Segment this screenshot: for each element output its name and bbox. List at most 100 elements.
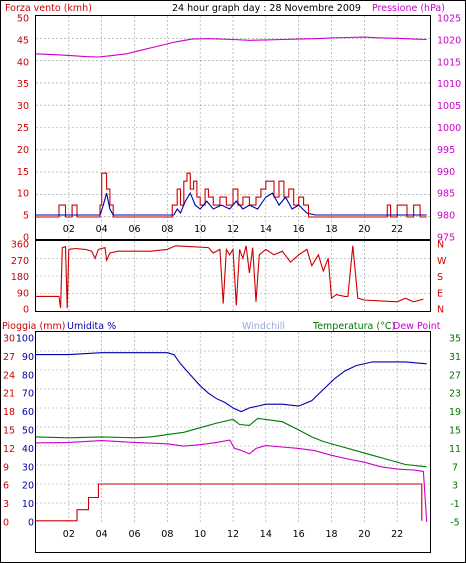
pressure-tick-label: 990 — [437, 167, 455, 178]
series-line — [36, 172, 427, 218]
pressure-tick-label: 1025 — [437, 14, 461, 25]
series-line — [36, 352, 427, 413]
pressure-tick-label: 995 — [437, 145, 455, 156]
time-tick-label: 02 — [63, 224, 75, 235]
temperature-tick-label: 15 — [449, 426, 461, 437]
chart-title: 24 hour graph day : 28 Novembre 2009 — [172, 3, 361, 14]
rain-tick-label: 3 — [3, 499, 9, 510]
rain-tick-label: 6 — [3, 481, 9, 492]
humidity-tick-label: 50 — [22, 426, 34, 437]
wind-direction-degree-label: 270 — [11, 256, 29, 267]
time-tick-label: 10 — [194, 529, 206, 540]
series-line — [35, 417, 427, 468]
wind-speed-tick-label: 20 — [17, 145, 29, 156]
wind-pressure-series — [35, 36, 427, 218]
wind-speed-ticks: 0 5 10 15 20 25 30 35 40 45 50 — [17, 14, 29, 244]
rain-ticks: 0 3 6 9 12 15 18 21 24 27 30 — [3, 334, 15, 529]
wind-speed-tick-label: 35 — [17, 79, 29, 90]
humidity-tick-label: 100 — [16, 334, 34, 345]
wind-speed-tick-label: 10 — [17, 189, 29, 200]
humidity-ticks: 0 10 20 30 40 50 60 70 80 90 100 — [16, 334, 34, 529]
wind-direction-degree-ticks: 0 90 180 270 360 — [11, 240, 29, 316]
wind-speed-tick-label: 30 — [17, 101, 29, 112]
time-tick-label: 20 — [358, 224, 370, 235]
compass-direction-label: N — [437, 305, 444, 316]
wind-speed-tick-label: 25 — [17, 123, 29, 134]
wind-speed-axis-label: Forza vento (kmh) — [5, 3, 92, 14]
rain-tick-label: 30 — [3, 334, 15, 345]
wind-direction-degree-label: 180 — [11, 272, 29, 283]
rain-tick-label: 0 — [3, 518, 9, 529]
temperature-tick-label: 7 — [452, 462, 458, 473]
time-tick-label: 14 — [260, 529, 272, 540]
temperature-tick-label: 19 — [449, 407, 461, 418]
compass-direction-label: N — [437, 240, 444, 251]
time-tick-label: 22 — [391, 224, 403, 235]
time-tick-label: 14 — [260, 224, 272, 235]
compass-direction-label: S — [437, 272, 443, 283]
temperature-tick-label: 27 — [449, 370, 461, 381]
pressure-axis-label: Pressione (hPa) — [372, 3, 445, 14]
time-tick-label: 16 — [293, 224, 305, 235]
humidity-axis-label: Umidita % — [67, 321, 116, 332]
wind-speed-tick-label: 45 — [17, 35, 29, 46]
time-tick-label: 08 — [161, 529, 173, 540]
temperature-axis-label: Temperatura (°C) — [312, 321, 395, 332]
temperature-tick-label: -1 — [450, 499, 459, 510]
wind-pressure-panel-frame — [35, 15, 431, 240]
humidity-tick-label: 40 — [22, 444, 34, 455]
time-tick-label: 12 — [227, 224, 239, 235]
time-tick-label: 02 — [63, 529, 75, 540]
series-line — [35, 36, 427, 58]
time-tick-label: 08 — [161, 224, 173, 235]
rain-humidity-temp-panel-frame — [35, 331, 431, 553]
rain-tick-label: 18 — [3, 407, 15, 418]
humidity-tick-label: 90 — [22, 352, 34, 363]
pressure-tick-label: 1000 — [437, 123, 461, 134]
time-tick-label: 20 — [358, 529, 370, 540]
rain-axis-label: Pioggia (mm) — [2, 321, 65, 332]
series-line — [36, 483, 423, 522]
wind-speed-tick-label: 5 — [23, 211, 29, 222]
pressure-tick-label: 980 — [437, 211, 455, 222]
time-tick-label: 10 — [194, 224, 206, 235]
compass-direction-label: E — [437, 288, 443, 299]
pressure-tick-label: 1005 — [437, 101, 461, 112]
series-line — [35, 439, 428, 523]
humidity-tick-label: 30 — [22, 462, 34, 473]
wind-direction-panel-frame — [35, 240, 431, 312]
time-tick-label: 18 — [325, 529, 337, 540]
time-tick-label: 06 — [128, 224, 140, 235]
wind-direction-degree-label: 360 — [11, 240, 29, 251]
temperature-tick-label: 3 — [452, 481, 458, 492]
pressure-tick-label: 985 — [437, 189, 455, 200]
temperature-ticks: -5 -1 3 7 11 15 19 23 27 31 35 — [449, 334, 461, 529]
series-line — [36, 245, 424, 309]
humidity-tick-label: 70 — [22, 389, 34, 400]
time-tick-label: 04 — [96, 224, 108, 235]
series-line — [36, 191, 427, 216]
wind-direction-degree-label: 0 — [23, 305, 29, 316]
temperature-tick-label: 35 — [449, 334, 461, 345]
wind-pressure-time-ticks: 02 04 06 08 10 12 14 16 18 20 22 — [63, 224, 403, 235]
wind-speed-tick-label: 0 — [23, 233, 29, 244]
pressure-tick-label: 1020 — [437, 35, 461, 46]
temperature-tick-label: 31 — [449, 352, 461, 363]
rain-tick-label: 24 — [3, 370, 15, 381]
rain-humidity-temp-time-ticks: 02 04 06 08 10 12 14 16 18 20 22 — [63, 529, 403, 540]
dewpoint-axis-label: Dew Point — [393, 321, 441, 332]
pressure-tick-label: 1015 — [437, 57, 461, 68]
time-tick-label: 18 — [325, 224, 337, 235]
pressure-tick-label: 1010 — [437, 79, 461, 90]
windchill-label: Windchill — [242, 321, 285, 332]
humidity-tick-label: 80 — [22, 370, 34, 381]
rain-humidity-temp-series — [35, 352, 428, 523]
rain-tick-label: 12 — [3, 444, 15, 455]
humidity-tick-label: 60 — [22, 407, 34, 418]
humidity-tick-label: 10 — [22, 499, 34, 510]
temperature-tick-label: -5 — [450, 518, 459, 529]
rain-tick-label: 15 — [3, 426, 15, 437]
wind-speed-tick-label: 40 — [17, 57, 29, 68]
temperature-tick-label: 23 — [449, 389, 461, 400]
